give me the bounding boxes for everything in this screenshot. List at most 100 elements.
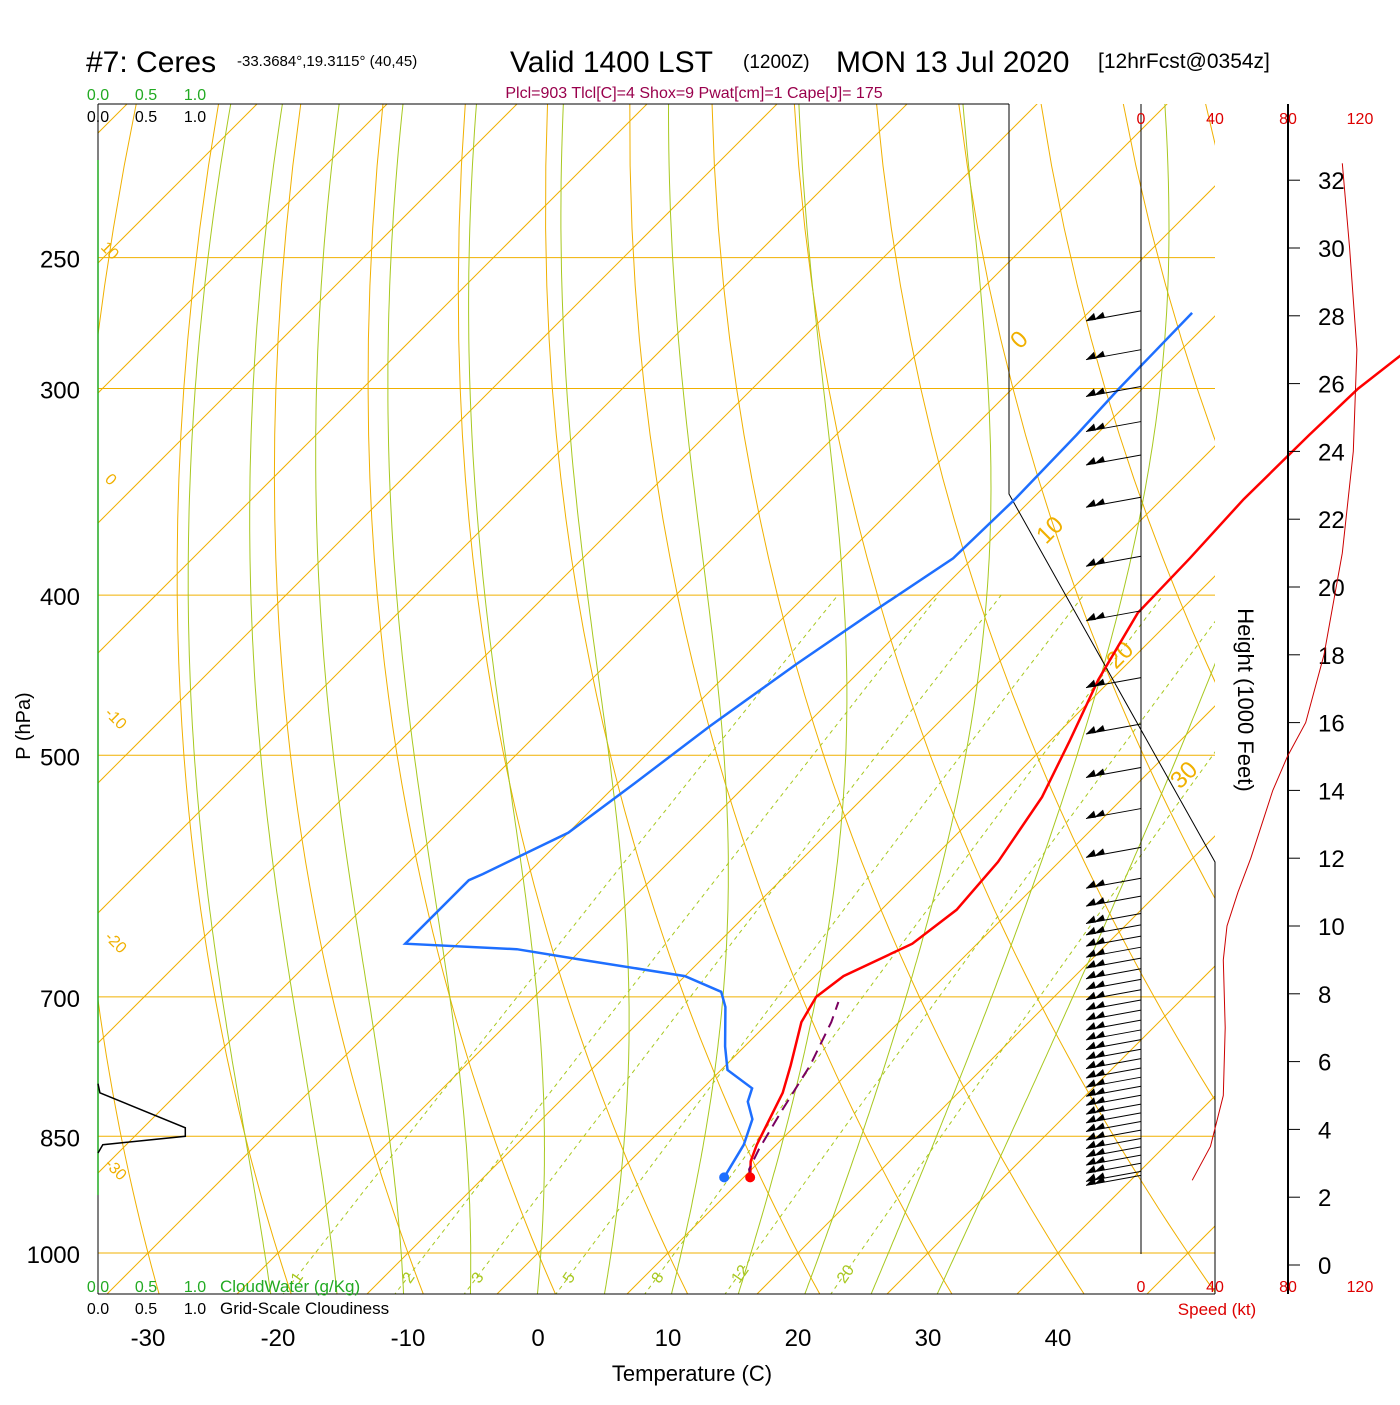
speed-bottom-tick: 0 bbox=[1137, 1279, 1146, 1296]
mixing-ratio-label: 3 bbox=[469, 1269, 488, 1286]
isotherm-label: -20 bbox=[101, 929, 129, 957]
cloudiness-top-tick: 0.5 bbox=[135, 109, 157, 126]
dry-adiabat-line bbox=[876, 104, 1215, 1101]
height-tick-label: 10 bbox=[1318, 914, 1345, 941]
mixing-ratio-line bbox=[724, 620, 1215, 1294]
wind-barb bbox=[1085, 978, 1142, 990]
dry-adiabat-line bbox=[629, 104, 953, 1294]
isotherm-line bbox=[236, 315, 1215, 1294]
wind-barb bbox=[1085, 1048, 1142, 1060]
moist-adiabat-line bbox=[468, 104, 546, 1294]
isotherm-line bbox=[626, 705, 1215, 1294]
wind-barb bbox=[1085, 1076, 1142, 1088]
speed-top-tick: 40 bbox=[1206, 111, 1224, 128]
wind-barb bbox=[1085, 935, 1142, 947]
isotherm-label: -30 bbox=[101, 1156, 129, 1184]
wind-barb bbox=[1085, 1029, 1142, 1041]
isotherm-line bbox=[496, 575, 1215, 1294]
wind-barb bbox=[1085, 767, 1142, 779]
dewpoint-line bbox=[402, 312, 1193, 1178]
wind-barb bbox=[1085, 1170, 1142, 1182]
wind-barb bbox=[1085, 349, 1142, 361]
station-title: #7: Ceres bbox=[86, 46, 216, 79]
height-tick-label: 12 bbox=[1318, 846, 1345, 873]
parcel-line bbox=[748, 1001, 840, 1178]
cloudwater-top-tick: 0.0 bbox=[87, 87, 109, 104]
temperature-tick-label: 0 bbox=[531, 1325, 544, 1352]
wind-barb bbox=[1085, 1121, 1142, 1133]
wind-barb bbox=[1085, 946, 1142, 958]
mixing-ratio-label: 12 bbox=[729, 1262, 753, 1286]
wind-barb bbox=[1085, 496, 1142, 508]
cloudwater-bottom-tick: 0.0 bbox=[87, 1279, 109, 1296]
wind-barb bbox=[1085, 1103, 1142, 1115]
moist-adiabat-line bbox=[315, 104, 405, 1294]
height-tick-label: 32 bbox=[1318, 168, 1345, 195]
wind-barb bbox=[1085, 999, 1142, 1011]
speed-bottom-tick: 120 bbox=[1347, 1279, 1374, 1296]
temperature-tick-label: 10 bbox=[655, 1325, 682, 1352]
temperature-tick-label: 40 bbox=[1045, 1325, 1072, 1352]
wind-barb bbox=[1085, 968, 1142, 980]
wind-barb bbox=[1085, 1067, 1142, 1079]
mixing-ratio-label: 2 bbox=[400, 1269, 419, 1286]
height-tick-label: 30 bbox=[1318, 236, 1345, 263]
mixing-ratio-line bbox=[463, 594, 1002, 1294]
moist-adiabat-line bbox=[804, 104, 992, 1294]
wind-barb bbox=[1085, 808, 1142, 820]
moist-adiabat-line bbox=[387, 104, 472, 1294]
moist-adiabat-line bbox=[560, 104, 630, 1294]
plot-frame bbox=[97, 103, 1216, 1295]
temperature-tick-label: -10 bbox=[391, 1325, 426, 1352]
cloudiness-line bbox=[97, 1083, 187, 1154]
height-tick-label: 14 bbox=[1318, 778, 1345, 805]
temperature-tick-label: -20 bbox=[261, 1325, 296, 1352]
isotherm-line bbox=[1016, 1095, 1215, 1294]
isotherm-line bbox=[98, 104, 778, 784]
pressure-tick-label: 250 bbox=[40, 247, 80, 274]
station-coords: -33.3684°,19.3115° (40,45) bbox=[237, 53, 417, 70]
surface-temperature-dot bbox=[745, 1172, 756, 1183]
temperature-tick-label: 20 bbox=[785, 1325, 812, 1352]
mixing-ratio-line bbox=[644, 594, 1164, 1294]
height-tick-label: 16 bbox=[1318, 711, 1345, 738]
isotherm-line bbox=[366, 445, 1215, 1294]
forecast-info: [12hrFcst@0354z] bbox=[1098, 50, 1270, 73]
height-axis-title: Height (1000 Feet) bbox=[1233, 608, 1258, 791]
cloudiness-bottom-tick: 0.5 bbox=[135, 1301, 157, 1318]
dry-adiabat-line bbox=[98, 104, 160, 1294]
zulu-time: (1200Z) bbox=[743, 52, 810, 73]
mixing-ratio-label: 8 bbox=[649, 1269, 668, 1286]
pressure-tick-label: 500 bbox=[40, 744, 80, 771]
wind-barb bbox=[1085, 1138, 1142, 1150]
moist-adiabat-line bbox=[936, 662, 1215, 1294]
height-tick-label: 24 bbox=[1318, 439, 1345, 466]
wind-barb bbox=[1085, 1039, 1142, 1051]
wind-barb bbox=[1085, 1174, 1142, 1186]
dry-adiabat-line bbox=[1368, 97, 1400, 1321]
temperature-tick-label: 30 bbox=[915, 1325, 942, 1352]
pressure-tick-label: 1000 bbox=[27, 1242, 80, 1269]
mixing-ratio-line bbox=[282, 594, 839, 1294]
height-tick-label: 2 bbox=[1318, 1185, 1331, 1212]
height-speed-panel: 0 40 80 1200 40 80 120024681012141618202224262… bbox=[1137, 104, 1374, 1296]
wind-barb bbox=[1085, 677, 1142, 689]
speed-top-tick: 120 bbox=[1347, 111, 1374, 128]
pressure-tick-label: 400 bbox=[40, 584, 80, 611]
isotherm-line bbox=[106, 185, 1215, 1294]
wind-barb bbox=[1085, 1058, 1142, 1070]
cloudwater-bottom-tick: 1.0 bbox=[184, 1279, 206, 1296]
wind-barb bbox=[1085, 555, 1142, 567]
dry-adiabat-line bbox=[793, 104, 1215, 1294]
isotherm-line bbox=[98, 104, 648, 654]
wind-barb bbox=[1085, 723, 1142, 735]
wind-speed-line bbox=[1191, 163, 1358, 1181]
moist-adiabat-line bbox=[667, 104, 729, 1294]
pressure-tick-label: 700 bbox=[40, 986, 80, 1013]
dry-adiabat-line bbox=[176, 104, 292, 1294]
mixing-ratio-line bbox=[555, 594, 1084, 1294]
cloudiness-top-tick: 0.0 bbox=[87, 109, 109, 126]
